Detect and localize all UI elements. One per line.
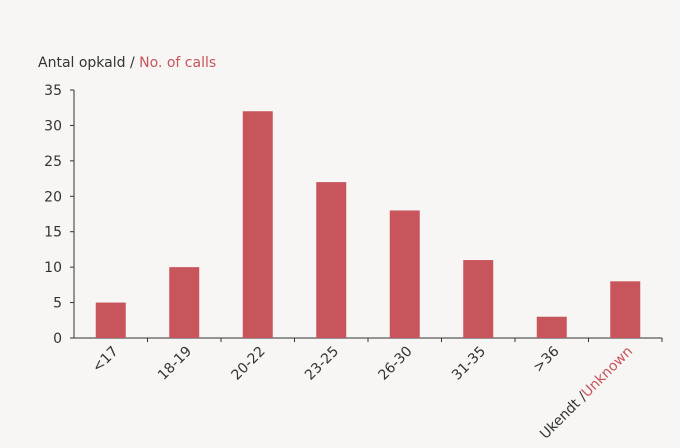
x-tick-label: 26-30 bbox=[375, 344, 415, 384]
x-tick-label: 23-25 bbox=[302, 344, 342, 384]
y-ticks: 0 5 10 15 20 25 30 35 bbox=[44, 83, 74, 347]
y-tick-label: 25 bbox=[44, 154, 62, 170]
y-tick-label: 30 bbox=[44, 118, 62, 134]
y-axis-title-primary: Antal opkald bbox=[38, 55, 126, 71]
bar bbox=[242, 111, 273, 338]
y-axis-title-separator: / bbox=[126, 55, 140, 71]
bar bbox=[316, 182, 347, 338]
bar bbox=[610, 281, 641, 338]
bar bbox=[389, 210, 420, 338]
y-axis-title: Antal opkald / No. of calls bbox=[38, 55, 216, 71]
x-tick-label: 31-35 bbox=[449, 344, 489, 384]
x-tick-label: 20-22 bbox=[228, 344, 268, 384]
bar bbox=[169, 267, 200, 338]
bar bbox=[95, 302, 126, 338]
y-tick-label: 15 bbox=[44, 225, 62, 241]
y-axis-title-secondary: No. of calls bbox=[139, 55, 216, 71]
x-tick-label: <17 bbox=[89, 344, 121, 376]
y-tick-label: 0 bbox=[53, 331, 62, 347]
y-tick-label: 10 bbox=[44, 260, 62, 276]
bars bbox=[95, 111, 641, 338]
axes bbox=[73, 90, 662, 339]
y-tick-label: 20 bbox=[44, 189, 62, 205]
x-tick-label: 18-19 bbox=[155, 344, 195, 384]
y-tick-label: 35 bbox=[44, 83, 62, 99]
x-tick-label: >36 bbox=[530, 343, 562, 375]
bar bbox=[463, 260, 494, 338]
bar bbox=[536, 316, 567, 338]
y-tick-label: 5 bbox=[53, 296, 62, 312]
